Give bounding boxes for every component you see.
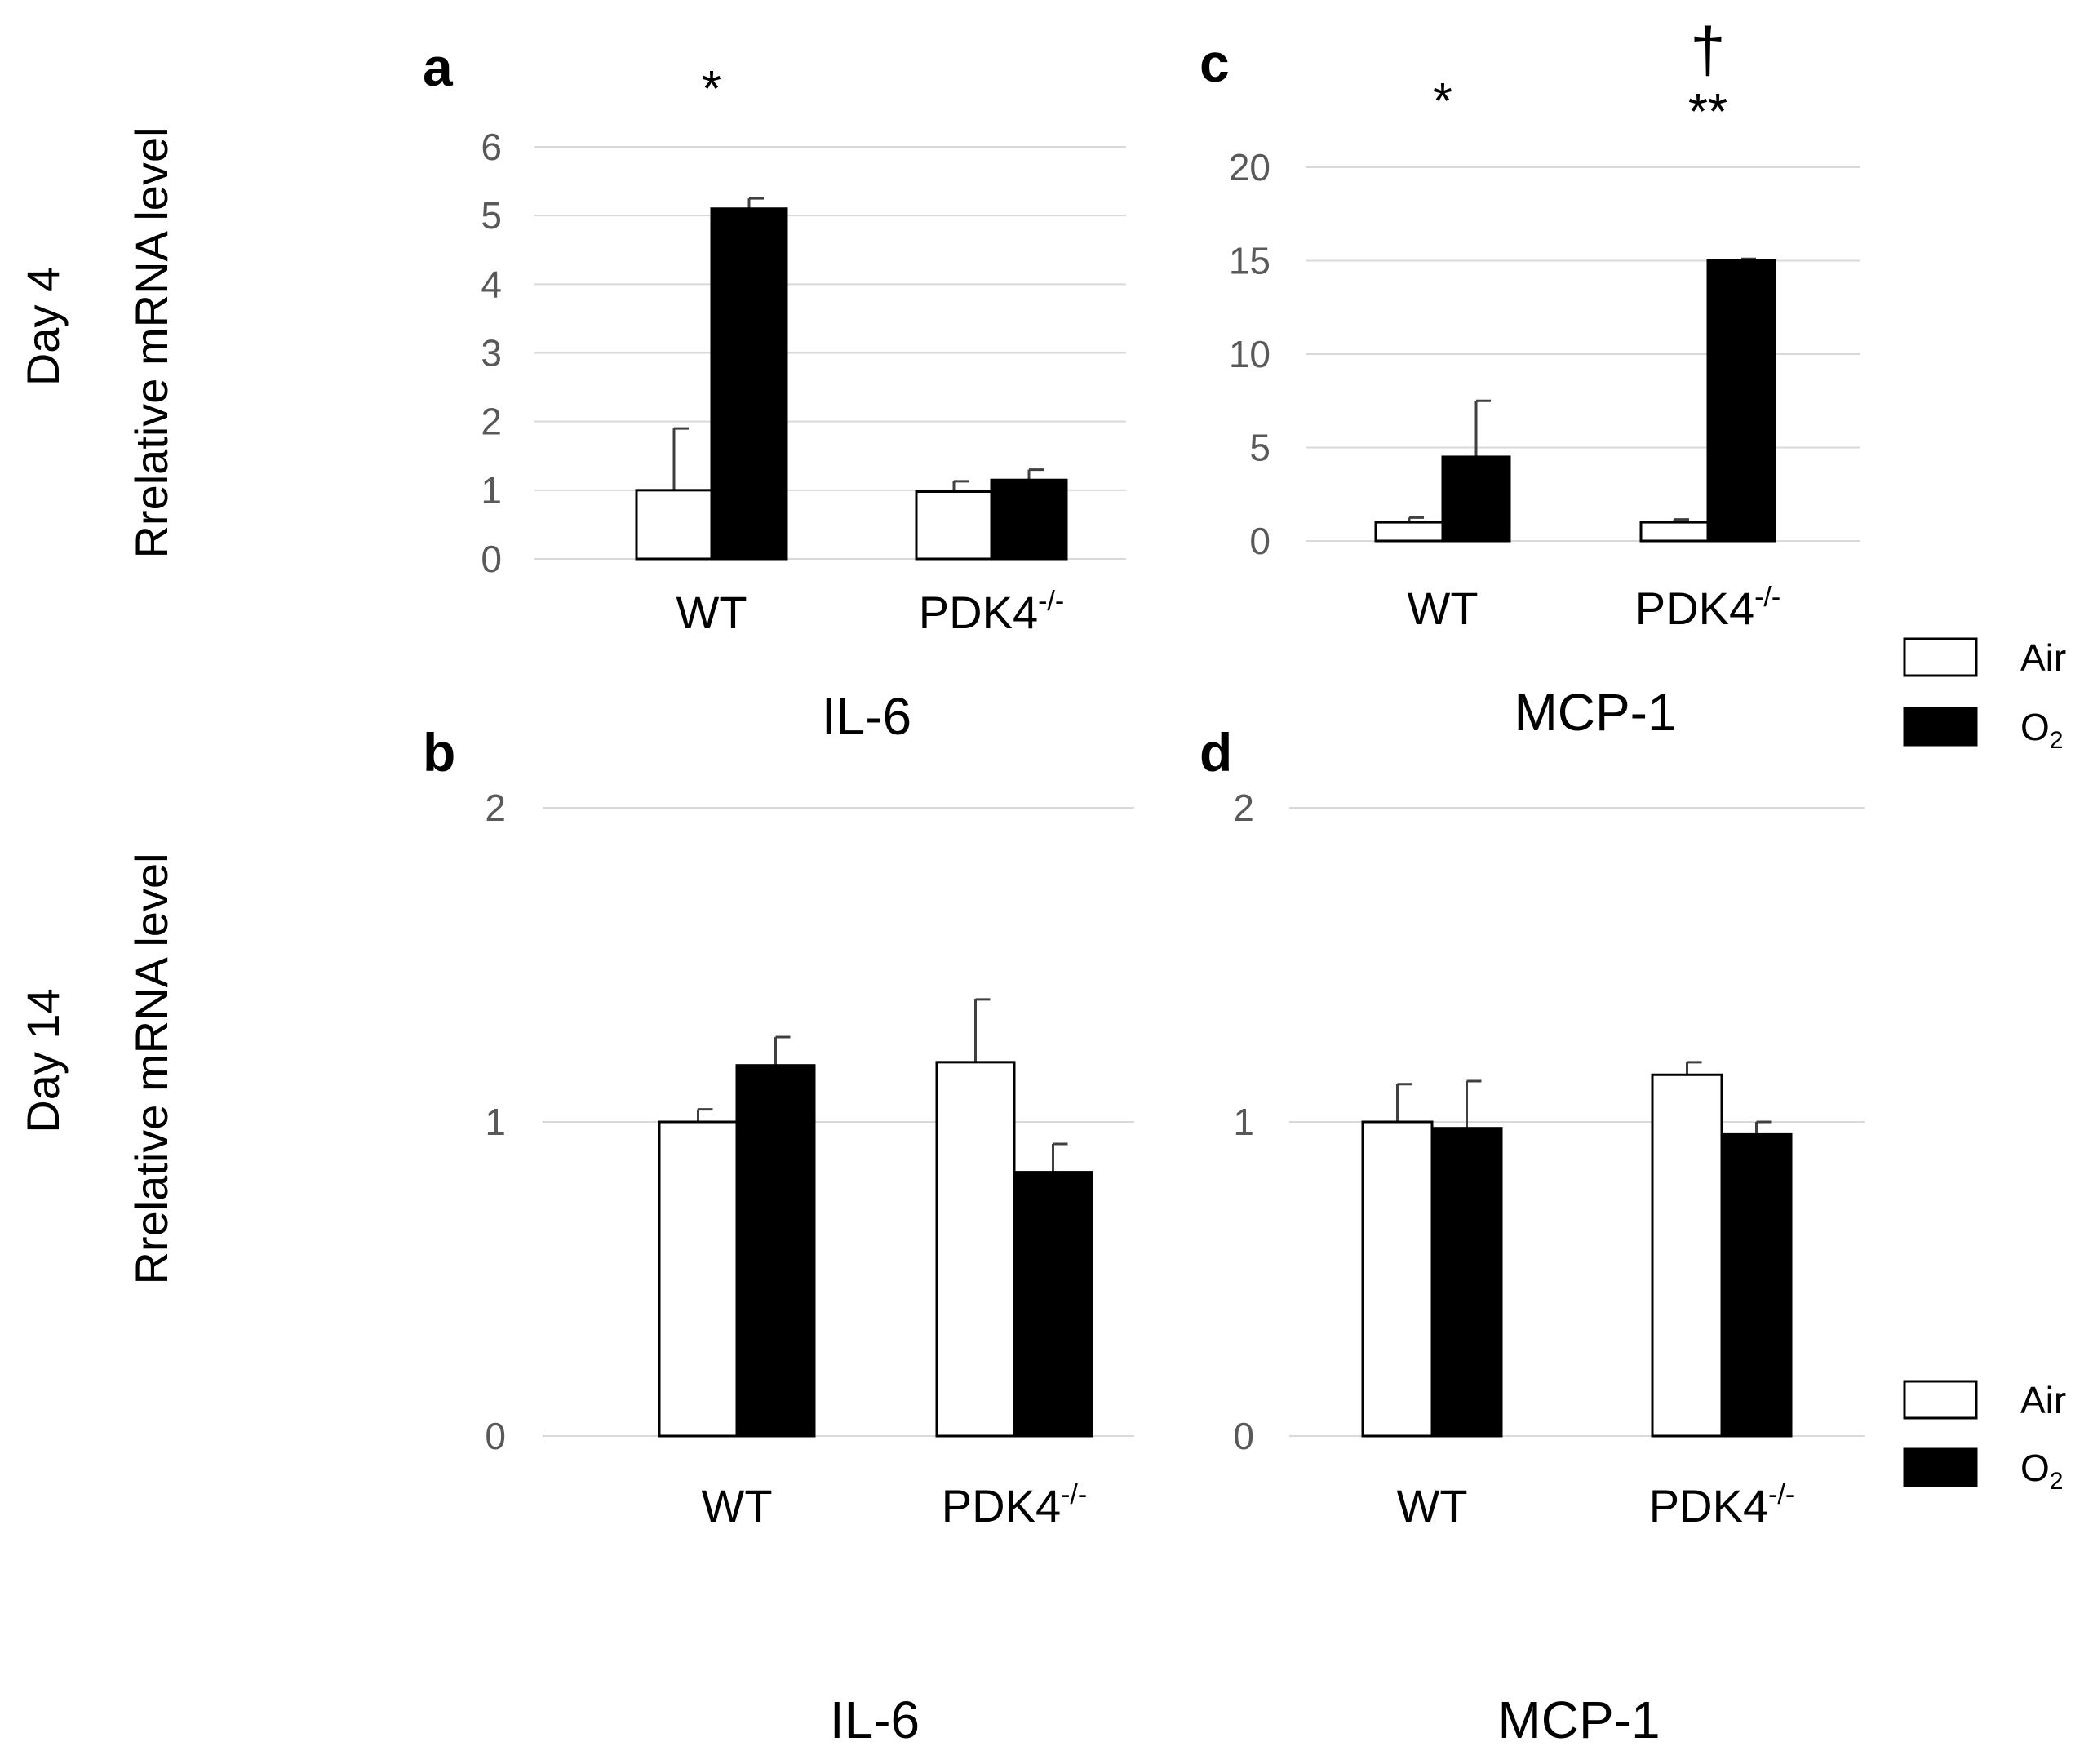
panel-title: MCP-1 (1497, 1691, 1660, 1749)
y-tick-label: 0 (1249, 520, 1270, 562)
legend-swatch-o2 (1903, 1447, 1978, 1487)
panel-title: IL-6 (822, 687, 911, 746)
bar-air (915, 490, 993, 561)
ylabel-bottom: Rrelative mRNA level (126, 853, 177, 1284)
legend-label-o2: O2 (2020, 1447, 2063, 1495)
bar-o2 (1441, 455, 1511, 543)
y-tick-label: 2 (481, 401, 502, 443)
y-tick-label: 3 (481, 332, 502, 375)
panel-a: a 0 1 2 3 4 5 6 WT PDK4-/-IL-6 * (423, 37, 1126, 746)
significance-annotation: ** (1688, 84, 1727, 140)
y-tick-label: 1 (485, 1101, 506, 1143)
bar-air (635, 489, 713, 561)
x-tick-label: PDK4-/- (942, 1479, 1087, 1531)
panel-letter: d (1199, 722, 1232, 782)
y-tick-label: 0 (481, 538, 502, 580)
y-tick-label: 5 (481, 194, 502, 237)
legend-label-air: Air (2020, 1379, 2066, 1421)
legend-swatch-air (1903, 637, 1978, 677)
ylabel-top: Rrelative mRNA level (126, 126, 177, 558)
y-tick-label: 2 (1233, 787, 1254, 829)
bar-o2 (1430, 1127, 1503, 1438)
panel-b: b 0 1 2 WT PDK4-/- IL-6 (423, 722, 1134, 1749)
y-tick-label: 4 (481, 263, 502, 305)
y-tick-label: 2 (485, 787, 506, 829)
x-tick-label: PDK4-/- (1649, 1479, 1794, 1531)
y-tick-label: 1 (1233, 1101, 1254, 1143)
x-tick-label: WT (1407, 583, 1478, 634)
legend-label-o2: O2 (2020, 706, 2063, 754)
legend-label-air: Air (2020, 636, 2066, 679)
bar-air (1639, 521, 1709, 543)
bar-air (1361, 1120, 1434, 1438)
y-tick-label: 15 (1229, 240, 1270, 282)
x-tick-label: WT (701, 1480, 772, 1531)
legend-swatch-o2 (1903, 707, 1978, 747)
bar-o2 (1013, 1171, 1093, 1438)
bar-air (1374, 521, 1444, 543)
y-tick-label: 0 (1233, 1415, 1254, 1457)
significance-annotation: * (1433, 73, 1452, 130)
panel-d: d 0 1 2 WT PDK4-/- MCP-1 (1199, 722, 1865, 1749)
y-tick-label: 1 (481, 469, 502, 512)
bar-o2 (710, 207, 788, 561)
panel-title: MCP-1 (1514, 683, 1676, 742)
bar-air (658, 1120, 738, 1438)
y-tick-label: 6 (481, 126, 502, 168)
x-tick-label: WT (676, 587, 747, 638)
y-tick-label: 10 (1229, 333, 1270, 375)
panel-letter: c (1199, 33, 1230, 93)
legend-swatch-air (1903, 1380, 1978, 1420)
row-label-day14: Day 14 (17, 988, 69, 1132)
row-label-day4: Day 4 (17, 267, 69, 386)
dagger-annotation: † (1690, 14, 1725, 86)
panel-letter: a (423, 37, 454, 97)
y-tick-label: 0 (485, 1415, 506, 1457)
bar-o2 (735, 1064, 816, 1438)
x-tick-label: PDK4-/- (1635, 582, 1780, 634)
legend-top: Air O2 (1903, 636, 2066, 754)
panel-letter: b (423, 722, 455, 782)
bar-air (935, 1061, 1016, 1438)
bar-o2 (1720, 1132, 1793, 1438)
bar-air (1651, 1073, 1723, 1438)
legend-bottom: Air O2 (1903, 1379, 2066, 1495)
significance-annotation: * (702, 61, 721, 117)
panel-title: IL-6 (830, 1691, 920, 1749)
bar-o2 (990, 478, 1068, 561)
y-tick-label: 5 (1249, 427, 1270, 469)
x-tick-label: PDK4-/- (919, 586, 1064, 638)
x-tick-label: WT (1396, 1480, 1467, 1531)
y-tick-label: 20 (1229, 146, 1270, 188)
bar-o2 (1706, 259, 1776, 543)
